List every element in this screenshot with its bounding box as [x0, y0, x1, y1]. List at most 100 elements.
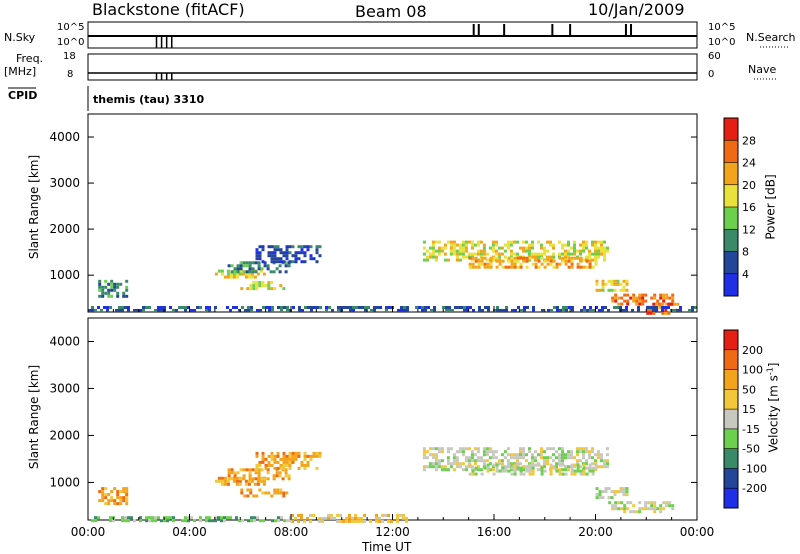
power-cell [650, 296, 654, 300]
power-cell [525, 240, 528, 244]
velocity-cell [291, 454, 295, 458]
velocity-cell [549, 472, 553, 476]
velocity-cell [525, 466, 529, 470]
power-cell [613, 279, 617, 283]
power-cell [479, 252, 483, 256]
velocity-cell [576, 466, 580, 470]
power-cell [285, 248, 289, 252]
xtick-label: 04:00 [172, 525, 207, 539]
velocity-cell [127, 516, 130, 520]
power-colorbar-tick-label: 8 [742, 246, 749, 259]
velocity-ytick-label: 1000 [49, 475, 80, 489]
power-cell [446, 240, 450, 244]
velocity-cell [345, 516, 348, 520]
power-cell [406, 306, 409, 309]
velocity-cell [509, 453, 513, 457]
power-cell [567, 243, 570, 247]
power-cell [94, 309, 97, 312]
power-cell [474, 259, 478, 263]
velocity-cell [595, 496, 599, 500]
velocity-cell [470, 456, 474, 460]
power-cell [601, 279, 605, 283]
velocity-cell [223, 476, 227, 480]
power-cell [270, 257, 274, 261]
velocity-cell [348, 513, 351, 517]
velocity-cell [476, 465, 480, 469]
power-cell [477, 259, 481, 263]
power-cell [595, 282, 599, 286]
velocity-colorbar-segment [724, 349, 738, 370]
power-cell [104, 285, 108, 289]
power-cell [337, 309, 340, 312]
power-cell [300, 260, 304, 264]
velocity-cell [248, 471, 252, 475]
power-cell [284, 264, 288, 268]
power-cell [458, 252, 462, 256]
velocity-cell [259, 519, 262, 523]
power-cell [142, 309, 145, 312]
velocity-cell [294, 516, 297, 520]
power-cell [294, 260, 298, 264]
velocity-ytick-label: 4000 [49, 334, 80, 348]
velocity-cell [528, 466, 532, 470]
power-cell [531, 255, 534, 259]
power-cell [514, 309, 517, 312]
velocity-cell [336, 519, 339, 523]
power-cell [248, 270, 252, 274]
velocity-cell [255, 451, 259, 455]
power-cell [261, 281, 265, 285]
velocity-cell [576, 450, 579, 454]
power-cell [561, 246, 564, 250]
power-cell [125, 294, 129, 298]
power-cell [486, 262, 490, 266]
power-cell [552, 259, 556, 263]
power-cell [470, 246, 474, 250]
velocity-cell [267, 460, 271, 464]
power-cell [483, 262, 487, 266]
power-cell [579, 259, 583, 263]
power-cell [294, 251, 298, 255]
velocity-cell [540, 466, 544, 470]
power-cell [649, 311, 653, 315]
velocity-cell [507, 469, 511, 473]
power-cell [376, 306, 379, 309]
power-cell [594, 259, 598, 263]
velocity-cell [260, 468, 264, 472]
velocity-cell [500, 453, 504, 457]
velocity-cell [242, 468, 246, 472]
velocity-cell [187, 519, 190, 523]
velocity-cell [396, 516, 399, 520]
power-cell [622, 279, 626, 283]
freq-label: Freq. [16, 52, 44, 65]
power-cell [594, 249, 597, 253]
power-cell [367, 306, 370, 309]
power-cell [583, 309, 586, 312]
velocity-cell [396, 513, 399, 517]
velocity-cell [291, 519, 294, 523]
freq-bottom-tick: 8 [67, 69, 74, 80]
power-cell [610, 279, 614, 283]
power-cell [431, 243, 435, 247]
power-cell [257, 267, 261, 271]
power-cell [352, 309, 355, 312]
power-cell [606, 249, 609, 253]
velocity-cell [516, 463, 520, 467]
power-cell [455, 252, 459, 256]
velocity-cell [104, 487, 108, 491]
power-cell [428, 252, 432, 256]
velocity-cell [145, 516, 148, 520]
velocity-cell [579, 447, 582, 451]
power-cell [294, 254, 298, 258]
power-cell [98, 285, 102, 289]
power-cell [625, 309, 628, 312]
velocity-cell [483, 466, 487, 470]
velocity-cell [139, 519, 142, 523]
velocity-cell [303, 454, 307, 458]
power-cell [431, 252, 435, 256]
power-cell [534, 252, 537, 256]
power-cell [591, 243, 594, 247]
velocity-cell [531, 472, 535, 476]
power-cell [525, 246, 528, 250]
power-cell [668, 296, 672, 300]
velocity-cell [656, 507, 660, 511]
